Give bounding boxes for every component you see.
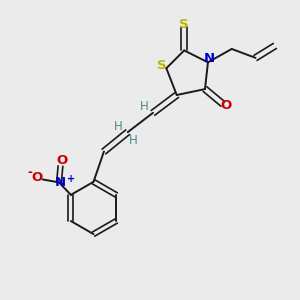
Text: H: H bbox=[129, 134, 138, 147]
Text: +: + bbox=[68, 174, 76, 184]
Text: N: N bbox=[55, 176, 66, 189]
Text: O: O bbox=[32, 171, 43, 184]
Text: H: H bbox=[140, 100, 148, 113]
Text: S: S bbox=[179, 18, 189, 31]
Text: O: O bbox=[56, 154, 68, 167]
Text: H: H bbox=[114, 120, 123, 133]
Text: N: N bbox=[204, 52, 215, 65]
Text: O: O bbox=[221, 99, 232, 112]
Text: -: - bbox=[28, 167, 33, 179]
Text: S: S bbox=[157, 59, 167, 72]
